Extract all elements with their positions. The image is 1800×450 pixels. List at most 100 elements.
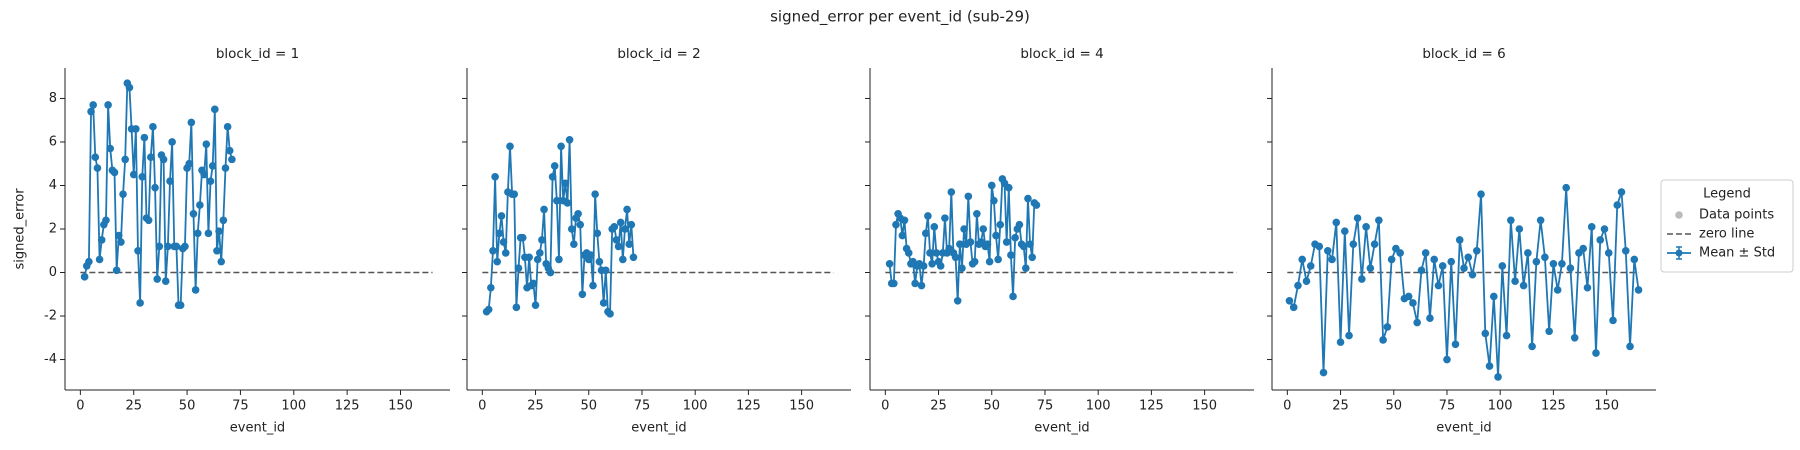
data-point [1443, 355, 1451, 364]
data-point [1617, 188, 1626, 196]
data-point [136, 299, 144, 307]
x-tick-label: 150 [1192, 399, 1217, 414]
data-point [510, 190, 519, 198]
data-point [484, 305, 493, 314]
data-point [1524, 249, 1532, 257]
legend-title: Legend [1703, 187, 1751, 202]
data-point [1426, 314, 1434, 323]
x-axis-label: event_id [1436, 421, 1491, 436]
data-point [1002, 238, 1011, 246]
data-point [947, 188, 956, 196]
data-point [1413, 318, 1421, 327]
data-point [574, 209, 582, 218]
data-point [211, 105, 219, 114]
data-point [176, 301, 185, 309]
data-point [196, 201, 204, 209]
data-point [117, 238, 125, 246]
x-tick-label: 25 [930, 399, 947, 414]
data-point [1358, 275, 1366, 283]
data-point [125, 83, 134, 92]
data-point [1396, 249, 1404, 257]
data-point [921, 229, 930, 238]
data-point [535, 249, 544, 257]
data-point [1004, 183, 1013, 192]
data-point [223, 122, 232, 131]
data-point [924, 212, 932, 220]
data-point [1472, 246, 1481, 255]
x-tick-label: 50 [983, 399, 1000, 414]
data-point [964, 192, 973, 201]
data-point [587, 251, 595, 259]
data-point [91, 153, 100, 162]
data-point [153, 275, 161, 283]
data-point [591, 190, 599, 198]
data-point [890, 279, 898, 288]
y-tick-label: -2 [44, 309, 57, 324]
data-point [161, 277, 170, 286]
data-point [578, 290, 587, 299]
data-point [489, 246, 497, 255]
data-point [206, 177, 215, 185]
data-point [548, 172, 557, 181]
data-point [1026, 240, 1034, 249]
data-point [1583, 283, 1592, 292]
data-point [565, 135, 574, 144]
data-point [1306, 262, 1315, 270]
data-point [987, 181, 996, 190]
data-point [168, 138, 176, 146]
data-point [557, 142, 565, 151]
data-point [114, 231, 123, 240]
data-point [191, 286, 200, 294]
data-point [917, 281, 926, 290]
data-point [550, 162, 559, 170]
data-point [589, 281, 597, 290]
data-point [1302, 277, 1311, 286]
data-point [1430, 255, 1438, 264]
data-point [1634, 286, 1643, 294]
data-point [992, 231, 1000, 240]
data-point [1319, 368, 1328, 377]
data-point [1285, 296, 1294, 305]
legend-marker [1675, 249, 1683, 257]
data-point [1519, 281, 1528, 290]
data-point [159, 155, 168, 164]
data-point [1362, 223, 1370, 231]
data-point [1570, 333, 1579, 342]
data-point [533, 255, 542, 264]
data-point [951, 253, 960, 262]
data-point [219, 216, 228, 225]
data-point [996, 220, 1005, 229]
data-point [181, 242, 189, 251]
data-point [193, 229, 202, 238]
x-tick-label: 25 [1332, 399, 1349, 414]
data-point [1490, 292, 1498, 301]
data-point [95, 255, 104, 264]
data-point [1502, 331, 1511, 340]
data-point [217, 257, 226, 266]
y-tick-label: -4 [44, 352, 57, 367]
data-point [1481, 329, 1490, 338]
x-tick-label: 0 [478, 399, 486, 414]
data-point [936, 262, 945, 270]
data-point [119, 190, 127, 198]
data-point [1596, 236, 1605, 244]
data-point [1379, 336, 1387, 344]
data-point [1022, 264, 1030, 272]
data-point [80, 273, 89, 281]
data-point [1404, 292, 1413, 301]
data-point [619, 255, 627, 264]
data-point [110, 168, 119, 177]
data-point [928, 260, 936, 268]
data-point [1477, 190, 1485, 198]
panel-title: block_id = 6 [1422, 46, 1505, 62]
data-point [102, 216, 110, 225]
y-tick-label: 8 [49, 91, 57, 106]
data-point [567, 225, 576, 233]
x-tick-label: 75 [1037, 399, 1054, 414]
data-point [1630, 255, 1639, 264]
x-tick-label: 50 [580, 399, 597, 414]
data-point [97, 236, 106, 244]
data-point [1621, 246, 1630, 255]
data-point [512, 303, 521, 312]
